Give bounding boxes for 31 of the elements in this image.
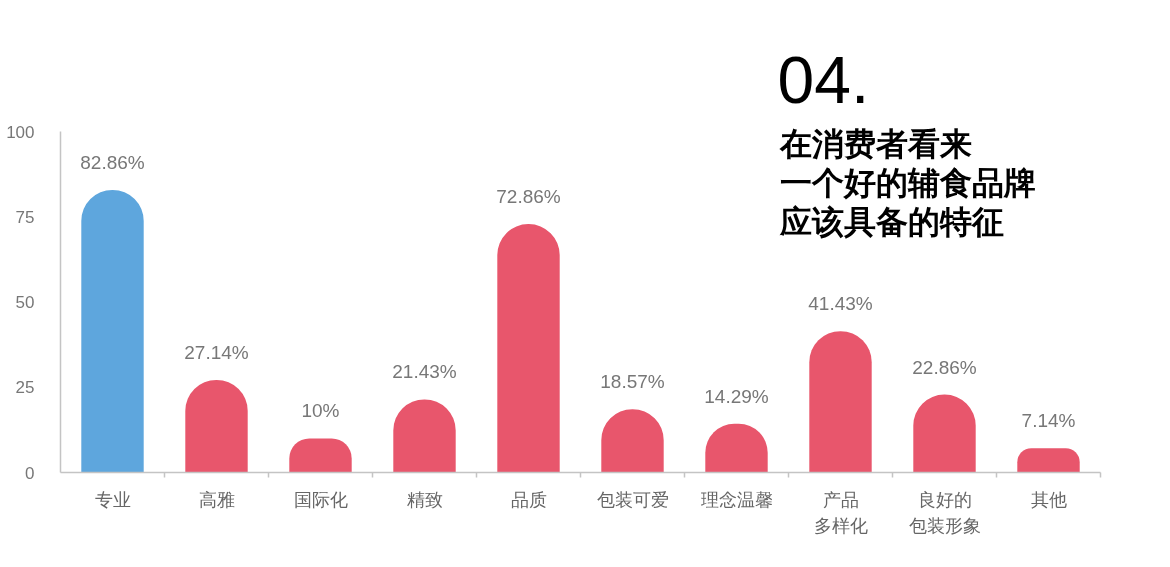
bar — [1017, 448, 1080, 473]
data-label: 72.86% — [496, 186, 561, 208]
text: 在消费者看来一个好的辅食品牌应该具备的特征 — [778, 125, 1036, 240]
chart-title: 04. — [777, 42, 870, 117]
x-tick-label: 专业 — [94, 489, 131, 510]
bar — [809, 331, 872, 473]
x-tick-label: 品质 — [510, 489, 547, 510]
y-tick-label: 25 — [15, 378, 35, 398]
data-label: 22.86% — [912, 356, 977, 378]
bar — [81, 189, 144, 473]
x-tick-label: 其他 — [1030, 489, 1067, 510]
data-label: 10% — [301, 400, 340, 422]
y-tick-label: 100 — [6, 122, 35, 142]
y-tick-label: 75 — [15, 207, 35, 227]
x-tick-label: 精致 — [406, 489, 443, 510]
x-tick-label: 国际化 — [293, 489, 348, 510]
bar — [497, 224, 560, 473]
data-label: 27.14% — [184, 341, 249, 363]
data-label: 21.43% — [392, 361, 457, 383]
data-label: 14.29% — [704, 385, 769, 407]
y-tick-label: 0 — [25, 463, 35, 483]
data-label: 7.14% — [1021, 410, 1076, 432]
x-tick-label: 理念温馨 — [700, 489, 773, 510]
x-tick-label: 产品多样化 — [813, 489, 868, 536]
x-tick-label: 高雅 — [198, 489, 235, 510]
data-label: 18.57% — [600, 371, 665, 393]
x-tick-label: 良好的包装形象 — [908, 489, 981, 536]
data-label: 82.86% — [80, 151, 145, 173]
y-tick-label: 50 — [15, 293, 35, 312]
data-label: 41.43% — [808, 293, 873, 315]
x-tick-label: 包装可爱 — [596, 489, 669, 510]
